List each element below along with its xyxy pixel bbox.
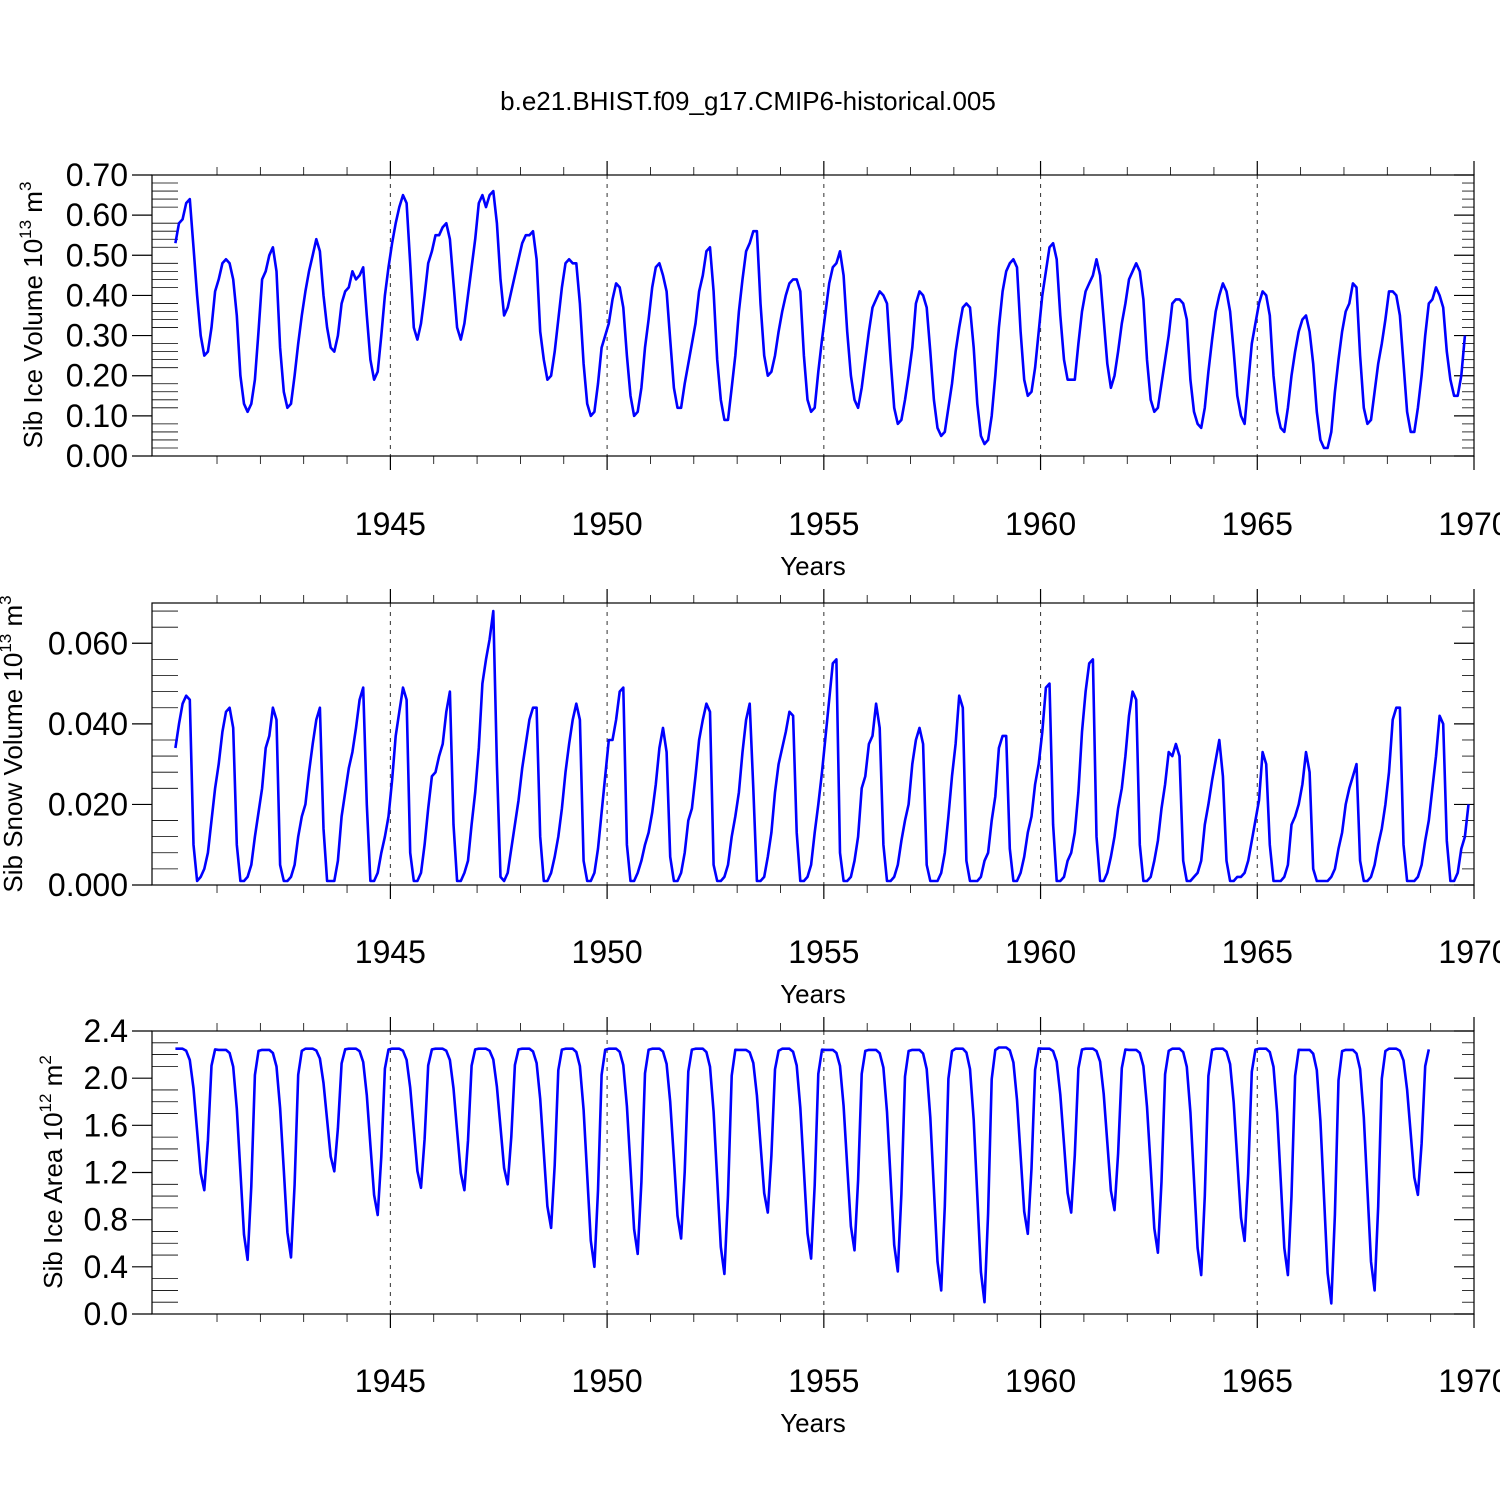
x-axis-label: Years [780, 979, 846, 1009]
x-tick-label: 1960 [1005, 1363, 1076, 1399]
y-tick-label: 0.000 [48, 867, 128, 903]
y-tick-label: 1.6 [84, 1107, 128, 1143]
x-tick-label: 1945 [355, 506, 426, 542]
series-line [174, 609, 1470, 883]
y-tick-label: 0.10 [66, 398, 128, 434]
y-tick-label: 1.2 [84, 1155, 128, 1191]
plot-frame [151, 174, 1475, 457]
page-title: b.e21.BHIST.f09_g17.CMIP6-historical.005 [500, 86, 996, 116]
y-tick-label: 0.4 [84, 1249, 128, 1285]
y-tick-label: 2.0 [84, 1060, 128, 1096]
y-tick-label: 2.4 [84, 1013, 128, 1049]
x-tick-label: 1955 [788, 506, 859, 542]
x-tick-label: 1950 [572, 506, 643, 542]
y-tick-label: 0.50 [66, 237, 128, 273]
y-tick-label: 0.020 [48, 786, 128, 822]
series-line [175, 1046, 1431, 1305]
y-axis-label: Sib Ice Area 1012 m2 [36, 1055, 68, 1289]
y-tick-label: 0.060 [48, 625, 128, 661]
x-tick-label: 1965 [1222, 934, 1293, 970]
x-tick-label: 1950 [572, 934, 643, 970]
x-tick-label: 1955 [788, 934, 859, 970]
y-tick-label: 0.60 [66, 197, 128, 233]
x-tick-label: 1960 [1005, 934, 1076, 970]
y-tick-label: 0.70 [66, 157, 128, 193]
x-tick-label: 1960 [1005, 506, 1076, 542]
y-tick-label: 0.8 [84, 1202, 128, 1238]
x-tick-label: 1965 [1222, 506, 1293, 542]
series-line [174, 189, 1467, 450]
x-axis-label: Years [780, 1408, 846, 1438]
y-tick-label: 0.040 [48, 706, 128, 742]
x-tick-label: 1950 [572, 1363, 643, 1399]
plot-frame [151, 602, 1475, 886]
x-tick-label: 1955 [788, 1363, 859, 1399]
y-tick-label: 0.0 [84, 1296, 128, 1332]
y-tick-label: 0.00 [66, 438, 128, 474]
y-axis-label: Sib Snow Volume 1013 m3 [0, 595, 28, 892]
y-tick-label: 0.40 [66, 277, 128, 313]
x-tick-label: 1945 [355, 1363, 426, 1399]
x-tick-label: 1965 [1222, 1363, 1293, 1399]
x-tick-label: 1945 [355, 934, 426, 970]
plot-frame [151, 1030, 1475, 1315]
y-tick-label: 0.20 [66, 358, 128, 394]
y-tick-label: 0.30 [66, 318, 128, 354]
y-axis-label: Sib Ice Volume 1013 m3 [16, 182, 48, 449]
x-axis-label: Years [780, 551, 846, 581]
